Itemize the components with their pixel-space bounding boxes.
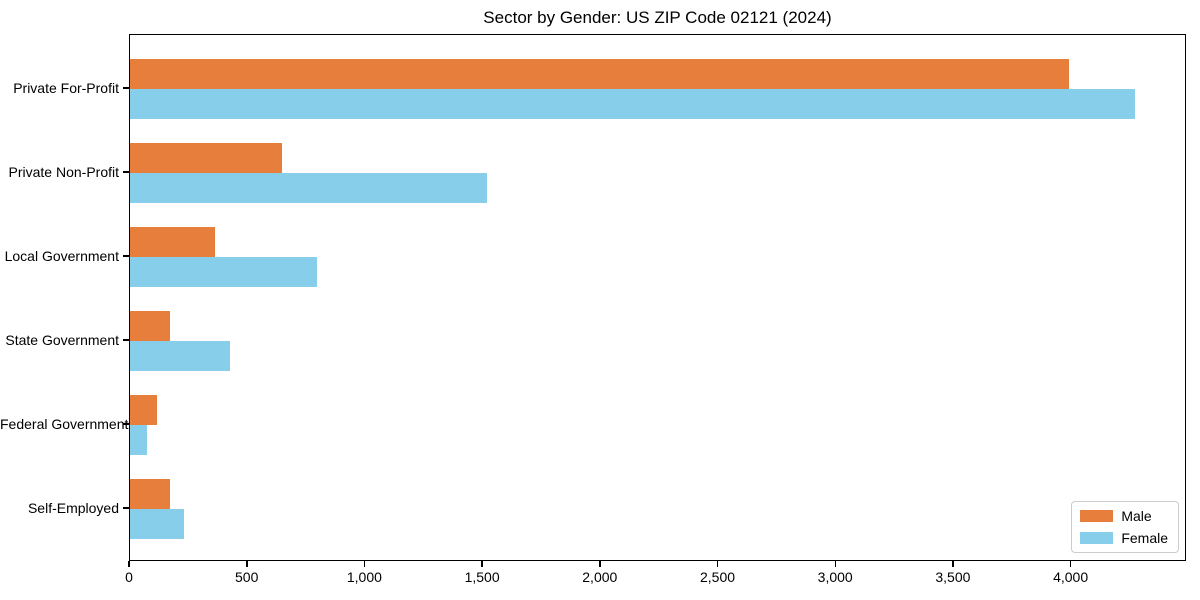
- legend-label-male: Male: [1121, 508, 1152, 524]
- bar-female-self-employed: [130, 509, 185, 539]
- ytick-mark-private-for-profit: [123, 87, 129, 89]
- bar-male-private-non-profit: [130, 143, 282, 173]
- ytick-mark-federal-government: [123, 423, 129, 425]
- xtick-mark-500: [246, 561, 248, 567]
- bar-female-private-for-profit: [130, 89, 1136, 119]
- bar-male-federal-government: [130, 395, 158, 425]
- bar-female-private-non-profit: [130, 173, 487, 203]
- xtick-label-0: 0: [125, 569, 133, 585]
- legend-item-male: Male: [1080, 508, 1168, 524]
- xtick-mark-0: [128, 561, 130, 567]
- xtick-mark-1000: [363, 561, 366, 567]
- ytick-mark-local-government: [123, 255, 129, 257]
- legend: Male Female: [1071, 501, 1179, 553]
- legend-item-female: Female: [1080, 530, 1168, 546]
- legend-label-female: Female: [1121, 530, 1168, 546]
- ytick-label-self-employed: Self-Employed: [27, 500, 119, 516]
- xtick-mark-2500: [716, 561, 719, 567]
- ytick-label-local-government: Local Government: [4, 248, 119, 264]
- bar-male-self-employed: [130, 479, 170, 509]
- xtick-label-1500: 1,500: [464, 569, 500, 585]
- xtick-mark-3000: [834, 561, 836, 567]
- ytick-label-private-non-profit: Private Non-Profit: [8, 164, 119, 180]
- ytick-label-federal-government: Federal Government: [0, 416, 129, 432]
- xtick-mark-3500: [952, 561, 954, 567]
- bar-male-private-for-profit: [130, 59, 1070, 89]
- xtick-mark-4000: [1069, 561, 1072, 567]
- ytick-mark-state-government: [123, 339, 129, 341]
- xtick-label-4000: 4,000: [1053, 569, 1089, 585]
- ytick-label-private-for-profit: Private For-Profit: [13, 80, 119, 96]
- bar-female-federal-government: [130, 425, 147, 455]
- ytick-label-state-government: State Government: [5, 332, 119, 348]
- legend-swatch-female: [1080, 532, 1114, 544]
- ytick-mark-self-employed: [123, 507, 129, 509]
- plot-area: Male Female: [129, 34, 1186, 561]
- xtick-mark-1500: [481, 561, 483, 567]
- xtick-label-1000: 1,000: [346, 569, 382, 585]
- xtick-label-500: 500: [235, 569, 259, 585]
- xtick-label-3000: 3,000: [817, 569, 853, 585]
- xtick-label-3500: 3,500: [935, 569, 971, 585]
- xtick-mark-2000: [599, 561, 601, 567]
- bar-male-state-government: [130, 311, 170, 341]
- chart-title: Sector by Gender: US ZIP Code 02121 (202…: [483, 8, 832, 27]
- xtick-label-2500: 2,500: [699, 569, 736, 585]
- bar-female-local-government: [130, 257, 318, 287]
- bar-female-state-government: [130, 341, 231, 371]
- legend-swatch-male: [1080, 510, 1114, 522]
- ytick-mark-private-non-profit: [123, 171, 129, 173]
- bar-male-local-government: [130, 227, 215, 257]
- xtick-label-2000: 2,000: [582, 569, 618, 585]
